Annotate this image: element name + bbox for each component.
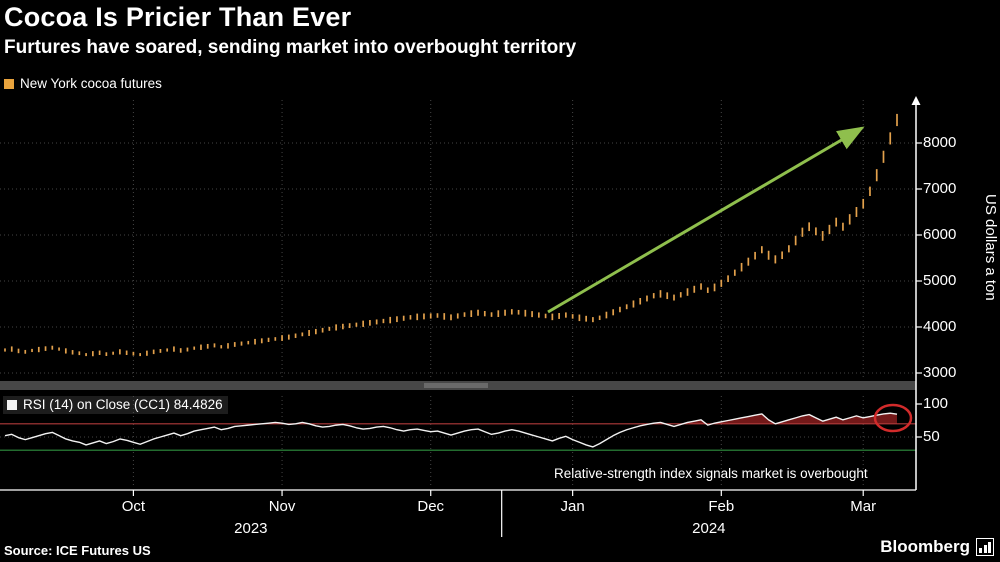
price-axis-tick-label: 6000 [923, 226, 957, 243]
rsi-axis-tick-label: 100 [923, 395, 949, 412]
price-axis-tick-label: 3000 [923, 364, 957, 381]
rsi-axis-tick-label: 50 [923, 428, 940, 445]
y-axis-title: US dollars a ton [982, 193, 999, 301]
year-label-2023: 2023 [234, 520, 268, 537]
legend-price: New York cocoa futures [4, 76, 162, 91]
price-series-swatch-icon [4, 78, 14, 89]
month-tick-label: Feb [708, 498, 735, 515]
price-axis-tick-label: 8000 [923, 134, 957, 151]
year-label-2024: 2024 [692, 520, 726, 537]
rsi-series-swatch-icon [7, 399, 17, 410]
month-tick-label: Oct [121, 498, 146, 515]
chart-title: Cocoa Is Pricier Than Ever [4, 2, 352, 32]
price-axis-tick-label: 7000 [923, 180, 957, 197]
month-tick-label: Dec [417, 498, 445, 515]
legend-rsi-label: RSI (14) on Close (CC1) 84.4826 [23, 397, 223, 412]
bloomberg-logo: Bloomberg [880, 537, 994, 557]
month-tick-label: Nov [268, 498, 296, 515]
price-axis-tick-label: 5000 [923, 272, 957, 289]
bloomberg-chart-icon [976, 538, 994, 556]
chart-subtitle: Furtures have soared, sending market int… [4, 37, 577, 58]
month-tick-label: Mar [850, 498, 877, 515]
legend-price-label: New York cocoa futures [20, 76, 162, 91]
overbought-annotation: Relative-strength index signals market i… [554, 466, 868, 481]
source-credit: Source: ICE Futures US [4, 543, 151, 558]
bloomberg-wordmark: Bloomberg [880, 537, 970, 556]
month-tick-label: Jan [560, 498, 585, 515]
legend-rsi: RSI (14) on Close (CC1) 84.4826 [3, 396, 228, 414]
price-axis-tick-label: 4000 [923, 318, 957, 335]
